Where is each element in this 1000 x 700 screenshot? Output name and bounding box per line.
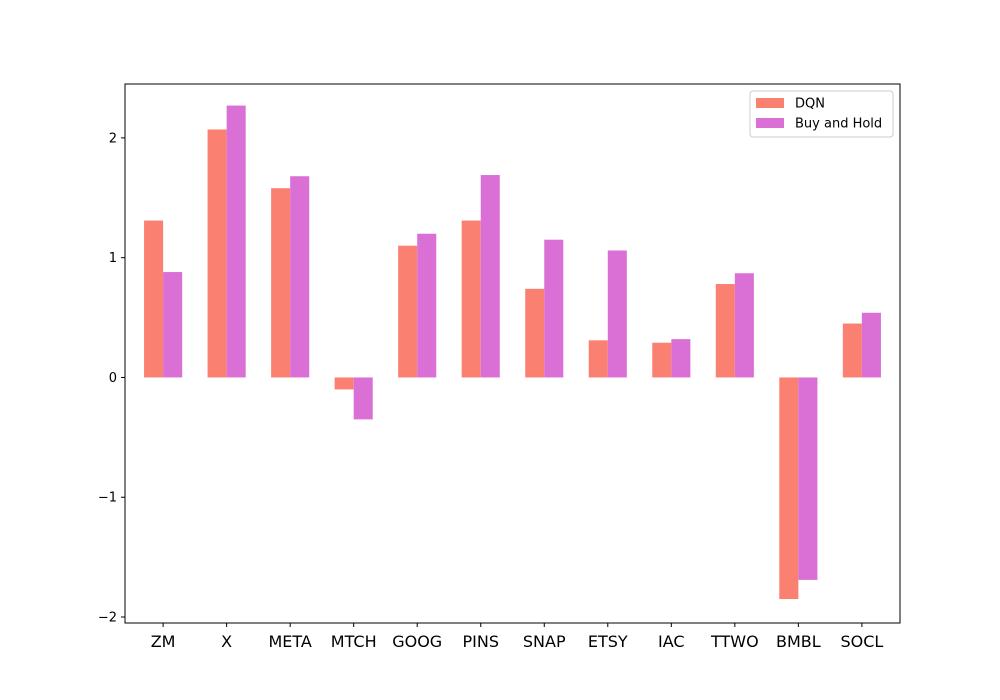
y-tick-label: 2	[109, 131, 117, 146]
x-tick-label: META	[268, 632, 311, 651]
y-tick-label: 0	[109, 371, 117, 386]
x-tick-label: GOOG	[392, 632, 442, 651]
x-axis: ZM X META MTCH GOOG PINS SNAP ETSY IAC TTWO BMBL SO…	[151, 623, 883, 651]
legend: DQN Buy and Hold	[749, 90, 894, 138]
y-axis: −2 −1 0 1 2	[98, 131, 125, 626]
bar-dqn-pins	[461, 220, 481, 378]
x-tick-label: SNAP	[523, 632, 566, 651]
bar-buy-and-hold-etsy	[607, 250, 627, 378]
bar-dqn-snap	[525, 288, 545, 378]
bars-layer	[144, 105, 881, 600]
bar-dqn-socl	[842, 323, 862, 378]
legend-label: DQN	[795, 97, 825, 112]
x-tick-label: BMBL	[776, 632, 821, 651]
bar-buy-and-hold-snap	[544, 239, 564, 378]
bar-buy-and-hold-x	[226, 105, 246, 378]
bar-dqn-mtch	[334, 377, 354, 390]
legend-swatch	[756, 98, 784, 108]
x-tick-label: PINS	[462, 632, 499, 651]
x-tick-label: ZM	[151, 632, 176, 651]
x-tick-label: X	[221, 632, 232, 651]
x-tick-label: MTCH	[331, 632, 377, 651]
legend-label: Buy and Hold	[795, 117, 882, 132]
plot-frame	[124, 83, 901, 624]
bar-buy-and-hold-goog	[417, 233, 437, 378]
y-tick-label: 1	[109, 251, 117, 266]
legend-box	[749, 90, 894, 138]
bar-buy-and-hold-bmbl	[798, 377, 818, 580]
bar-dqn-bmbl	[779, 377, 799, 600]
bar-dqn-goog	[398, 245, 418, 378]
y-tick-label: −1	[98, 491, 117, 506]
x-tick-label: TTWO	[710, 632, 759, 651]
bar-buy-and-hold-ttwo	[734, 273, 754, 378]
bar-buy-and-hold-mtch	[353, 377, 373, 420]
bar-dqn-x	[207, 129, 227, 378]
bar-buy-and-hold-socl	[861, 312, 881, 378]
bar-dqn-iac	[652, 342, 672, 378]
bar-buy-and-hold-iac	[671, 339, 691, 378]
bar-dqn-meta	[271, 188, 291, 378]
bar-buy-and-hold-pins	[480, 175, 500, 378]
bar-buy-and-hold-meta	[290, 176, 310, 378]
bar-buy-and-hold-zm	[163, 272, 183, 378]
y-tick-label: −2	[98, 611, 117, 626]
bar-dqn-ttwo	[715, 284, 735, 378]
bar-dqn-etsy	[588, 340, 608, 378]
x-tick-label: SOCL	[840, 632, 883, 651]
x-tick-label: IAC	[658, 632, 685, 651]
legend-swatch	[756, 118, 784, 128]
bar-dqn-zm	[144, 220, 164, 378]
x-tick-label: ETSY	[588, 632, 628, 651]
